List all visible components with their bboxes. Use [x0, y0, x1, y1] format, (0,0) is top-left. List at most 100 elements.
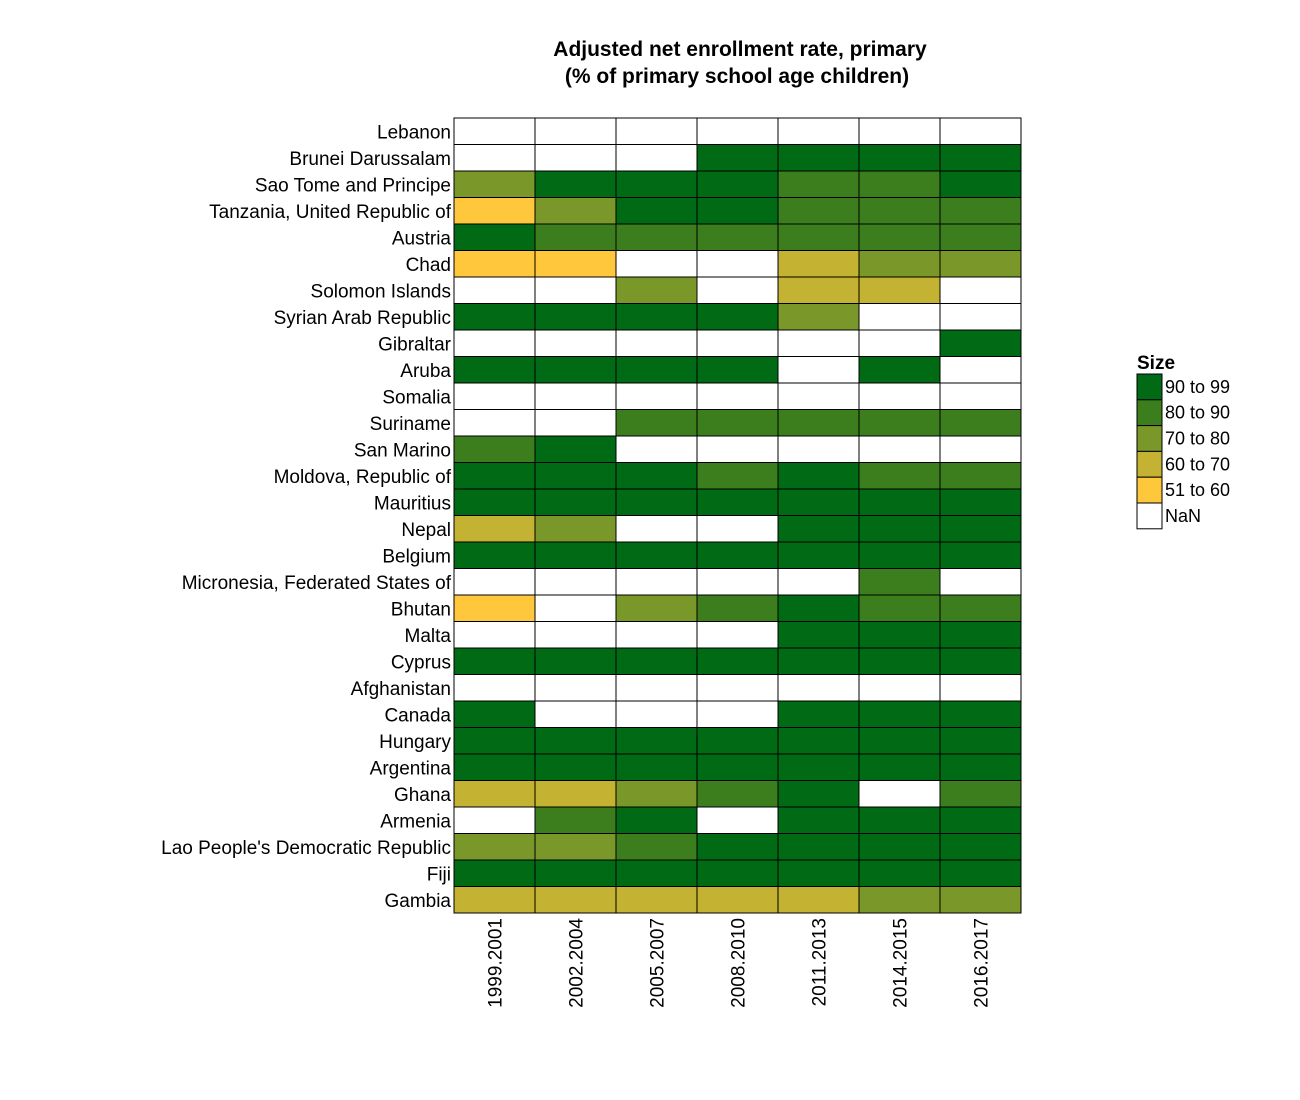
legend-swatch: [1136, 425, 1163, 452]
legend-label: 80 to 90: [1165, 403, 1230, 423]
legend-swatch: [1136, 476, 1163, 504]
heatmap-cell: [534, 886, 617, 914]
heatmap-cell: [696, 435, 779, 463]
heatmap-cell: [858, 303, 941, 331]
row-label: Solomon Islands: [311, 281, 451, 302]
heatmap-cell: [939, 250, 1022, 278]
heatmap-cell: [858, 594, 941, 622]
heatmap-cell: [696, 674, 779, 702]
heatmap-cell: [534, 144, 617, 172]
heatmap-cell: [615, 886, 698, 914]
row-label: Afghanistan: [351, 679, 451, 700]
row-label: Syrian Arab Republic: [274, 308, 451, 329]
heatmap-cell: [534, 197, 617, 225]
heatmap-cell: [615, 833, 698, 861]
column-label: 2014.2015: [891, 918, 912, 1008]
row-label: Somalia: [382, 387, 451, 408]
heatmap-cell: [615, 780, 698, 808]
legend-label: 51 to 60: [1165, 480, 1230, 500]
row-label: Bhutan: [391, 599, 451, 620]
legend-swatch: [1136, 450, 1163, 478]
heatmap-cell: [777, 833, 860, 861]
heatmap-cell: [777, 515, 860, 543]
heatmap-cell: [939, 276, 1022, 304]
row-label: Gibraltar: [378, 334, 452, 355]
heatmap-cell: [534, 700, 617, 728]
heatmap-cell: [615, 276, 698, 304]
heatmap-cell: [858, 382, 941, 410]
heatmap-cell: [615, 197, 698, 225]
heatmap-cell: [858, 329, 941, 357]
heatmap-cell: [615, 621, 698, 649]
heatmap-cell: [615, 356, 698, 384]
legend-label: NaN: [1165, 506, 1201, 526]
heatmap-cell: [453, 541, 536, 569]
heatmap-cell: [534, 303, 617, 331]
column-label: 2008.2010: [729, 918, 750, 1008]
heatmap-cell: [453, 409, 536, 437]
heatmap-cell: [615, 515, 698, 543]
heatmap-cell: [777, 409, 860, 437]
row-label: Aruba: [400, 361, 451, 382]
heatmap-cell: [858, 621, 941, 649]
heatmap-cell: [939, 780, 1022, 808]
heatmap-cell: [453, 462, 536, 490]
row-label: Belgium: [382, 546, 451, 567]
heatmap-cell: [534, 674, 617, 702]
heatmap-cell: [777, 435, 860, 463]
heatmap-cell: [939, 806, 1022, 834]
heatmap-cell: [777, 170, 860, 198]
heatmap-cell: [615, 594, 698, 622]
heatmap-cell: [777, 780, 860, 808]
heatmap-cell: [696, 753, 779, 781]
row-label: Mauritius: [374, 493, 451, 514]
heatmap-cell: [858, 117, 941, 145]
heatmap-cell: [534, 329, 617, 357]
heatmap-cell: [696, 409, 779, 437]
heatmap-cell: [453, 806, 536, 834]
legend-label: 90 to 99: [1165, 377, 1230, 397]
row-label: Cyprus: [391, 652, 451, 673]
column-label: 2016.2017: [972, 918, 993, 1008]
heatmap-cell: [939, 409, 1022, 437]
heatmap-cell: [939, 382, 1022, 410]
column-label: 1999.2001: [486, 918, 507, 1008]
row-label: Micronesia, Federated States of: [182, 573, 452, 594]
heatmap-cell: [858, 541, 941, 569]
heatmap-cell: [534, 621, 617, 649]
row-label: Brunei Darussalam: [289, 149, 451, 170]
heatmap-cell: [696, 886, 779, 914]
heatmap-cell: [453, 594, 536, 622]
heatmap-cell: [858, 276, 941, 304]
heatmap-cell: [453, 700, 536, 728]
row-label: Tanzania, United Republic of: [209, 202, 452, 223]
row-label: San Marino: [354, 440, 451, 461]
heatmap-cell: [453, 674, 536, 702]
heatmap-cell: [453, 488, 536, 516]
heatmap-cell: [858, 488, 941, 516]
row-label: Hungary: [379, 732, 451, 753]
heatmap-cell: [534, 276, 617, 304]
heatmap-cell: [696, 859, 779, 887]
heatmap-cell: [777, 674, 860, 702]
heatmap-cell: [939, 329, 1022, 357]
column-labels: 1999.2001 2002.2004 2005.2007 2008.2010 2011…: [486, 918, 993, 1008]
heatmap-cell: [939, 197, 1022, 225]
heatmap-cell: [615, 409, 698, 437]
heatmap-cell: [534, 753, 617, 781]
heatmap-cell: [534, 462, 617, 490]
row-label: Ghana: [394, 785, 451, 806]
heatmap-cell: [696, 647, 779, 675]
heatmap-cell: [453, 276, 536, 304]
heatmap-cell: [777, 329, 860, 357]
heatmap-cell: [777, 223, 860, 251]
heatmap-cell: [696, 356, 779, 384]
heatmap-cell: [858, 435, 941, 463]
chart-title-line-1: Adjusted net enrollment rate, primary: [553, 38, 927, 61]
heatmap-cell: [534, 806, 617, 834]
legend-label: 60 to 70: [1165, 454, 1230, 474]
heatmap-cell: [939, 621, 1022, 649]
heatmap-cell: [858, 144, 941, 172]
heatmap-cell: [777, 462, 860, 490]
